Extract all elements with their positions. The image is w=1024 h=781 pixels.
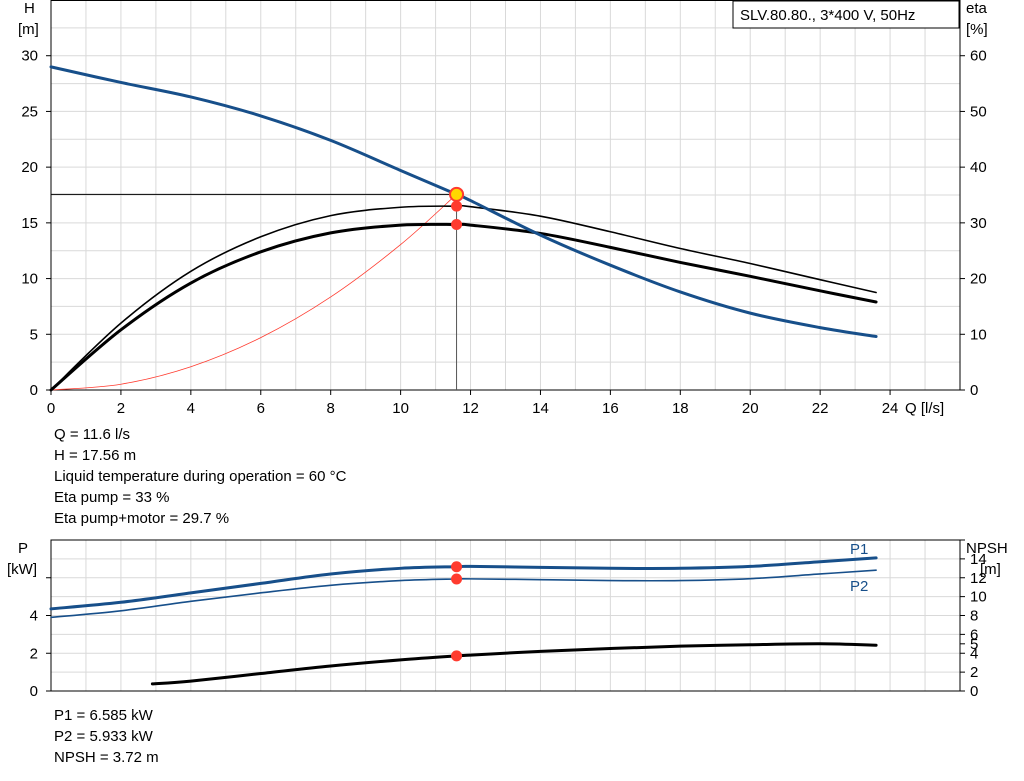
p2-series-label: P2 (850, 578, 868, 595)
operating-point-marker (449, 186, 465, 202)
eta-pump-curve (50, 204, 877, 391)
bottom-y2-tick-label: 4 (970, 645, 978, 662)
qh-curve (49, 65, 878, 339)
p2-curve (50, 569, 877, 619)
eta-pump-marker (451, 200, 463, 212)
bottom-y2-axis-unit: [m] (980, 561, 1001, 578)
top-y-tick-label: 5 (30, 326, 38, 343)
eta-pump-motor-annotation: Eta pump+motor = 29.7 % (54, 510, 230, 527)
top-y2-tick-label: 30 (970, 215, 987, 232)
top-y-tick-label: 25 (21, 103, 38, 120)
top-y2-tick-label: 40 (970, 159, 987, 176)
flow-annotation: Q = 11.6 l/s (54, 426, 131, 443)
p1-curve (49, 556, 878, 611)
bottom-y2-tick-label: 14 (970, 551, 987, 568)
top-y2-tick-label: 10 (970, 326, 987, 343)
bottom-y-axis-unit: [kW] (7, 561, 37, 578)
top-y2-tick-label: 60 (970, 48, 987, 65)
bottom-y2-tick-label: 0 (970, 683, 978, 700)
bottom-y-tick-label: 4 (30, 608, 38, 625)
bottom-y2-tick-label: 5 (970, 636, 978, 653)
top-x-tick-label: 16 (602, 400, 619, 417)
top-y2-tick-label: 50 (970, 103, 987, 120)
top-x-tick-label: 22 (812, 400, 829, 417)
bottom-y-axis-label: P (18, 540, 28, 557)
npsh-annotation: NPSH = 3.72 m (54, 749, 159, 766)
npsh-marker (451, 650, 463, 662)
top-x-tick-label: 2 (117, 400, 125, 417)
annotation-list-top: Q = 11.6 l/s H = 17.56 m Liquid temperat… (54, 424, 346, 529)
top-y-tick-label: 0 (30, 382, 38, 399)
top-x-tick-label: 4 (187, 400, 195, 417)
top-x-tick-label: 14 (532, 400, 549, 417)
title-box (732, 0, 960, 29)
top-x-tick-label: 20 (742, 400, 759, 417)
top-x-tick-label: 18 (672, 400, 689, 417)
p1-series-label: P1 (850, 541, 868, 558)
bottom-y2-tick-label: 6 (970, 626, 978, 643)
p1-annotation: P1 = 6.585 kW (54, 707, 153, 724)
npsh-curve (150, 642, 878, 686)
top-y-tick-label: 20 (21, 159, 38, 176)
top-y-tick-label: 10 (21, 271, 38, 288)
top-y2-axis-label: eta (966, 0, 988, 17)
top-y2-axis-unit: [%] (966, 21, 988, 38)
top-y-tick-label: 30 (21, 48, 38, 65)
annotation-list-bottom: P1 = 6.585 kW P2 = 5.933 kW NPSH = 3.72 … (54, 705, 159, 768)
top-y2-tick-label: 0 (970, 382, 978, 399)
bottom-y2-tick-label: 8 (970, 608, 978, 625)
p2-marker (451, 573, 463, 585)
bottom-y-tick-label: 2 (30, 645, 38, 662)
top-x-axis-label: Q [l/s] (905, 400, 944, 417)
top-y-axis-unit: [m] (18, 21, 39, 38)
top-x-tick-label: 8 (327, 400, 335, 417)
eta-pump-motor-marker (451, 219, 463, 231)
top-x-tick-label: 6 (257, 400, 265, 417)
eta-pump-annotation: Eta pump = 33 % (54, 489, 170, 506)
top-y-tick-label: 15 (21, 215, 38, 232)
eta-pump-motor-curve (49, 222, 878, 392)
top-y-axis-label: H (24, 0, 35, 17)
bottom-y2-axis-label: NPSH (966, 540, 1008, 557)
top-x-tick-label: 0 (47, 400, 55, 417)
top-plot-frame (50, 0, 961, 391)
bottom-y2-tick-label: 12 (970, 570, 987, 587)
top-x-tick-label: 10 (392, 400, 409, 417)
top-x-tick-label: 12 (462, 400, 479, 417)
bottom-y-tick-label: 0 (30, 683, 38, 700)
bottom-y2-tick-label: 2 (970, 664, 978, 681)
system-curve (50, 193, 457, 391)
top-x-tick-label: 24 (882, 400, 899, 417)
head-annotation: H = 17.56 m (54, 447, 137, 464)
liquid-temperature-annotation: Liquid temperature during operation = 60… (54, 468, 347, 485)
bottom-y2-tick-label: 10 (970, 589, 987, 606)
p1-marker (451, 561, 463, 573)
p2-annotation: P2 = 5.933 kW (54, 728, 153, 745)
chart-title: SLV.80.80., 3*400 V, 50Hz (740, 7, 915, 24)
top-y2-tick-label: 20 (970, 271, 987, 288)
